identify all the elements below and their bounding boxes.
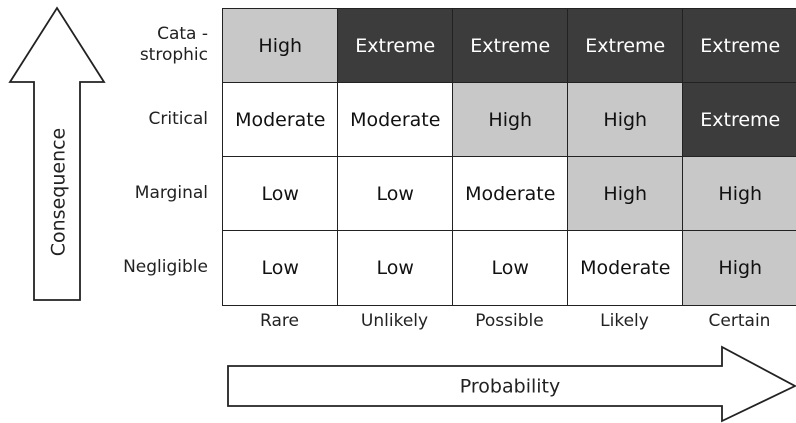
risk-cell: High [567,82,684,158]
column-label: Rare [260,311,299,331]
risk-cell: Low [337,230,454,306]
risk-cell: Extreme [567,8,684,84]
y-axis-label: Consequence [48,128,70,257]
row-label-line: Negligible [123,256,208,277]
risk-cell: Low [222,156,339,232]
risk-cell: High [682,156,796,232]
row-label: Marginal [88,156,208,230]
column-label: Certain [708,311,771,331]
consequence-arrow [8,6,106,301]
column-label: Unlikely [360,311,429,331]
row-label-line: Critical [148,108,208,129]
risk-cell: Extreme [452,8,569,84]
column-label: Possible [475,311,544,331]
risk-cell: Moderate [567,230,684,306]
row-label: Cata - strophic [88,8,208,82]
risk-cell: Extreme [337,8,454,84]
risk-cell: Low [337,156,454,232]
risk-cell: High [452,82,569,158]
row-label: Negligible [88,230,208,304]
row-label-line: Cata - [157,24,208,44]
row-label-line: strophic [139,45,208,65]
row-label-line: Marginal [134,182,208,203]
risk-cell: Moderate [337,82,454,158]
risk-cell: Extreme [682,8,796,84]
risk-cell: Moderate [222,82,339,158]
risk-cell: Moderate [452,156,569,232]
risk-cell: High [682,230,796,306]
risk-cell: High [222,8,339,84]
risk-cell: High [567,156,684,232]
risk-cell: Low [452,230,569,306]
row-label: Critical [88,82,208,156]
risk-cell: Low [222,230,339,306]
risk-cell: Extreme [682,82,796,158]
x-axis-label: Probability [460,376,560,398]
column-label: Likely [600,311,649,331]
probability-arrow [227,345,796,423]
